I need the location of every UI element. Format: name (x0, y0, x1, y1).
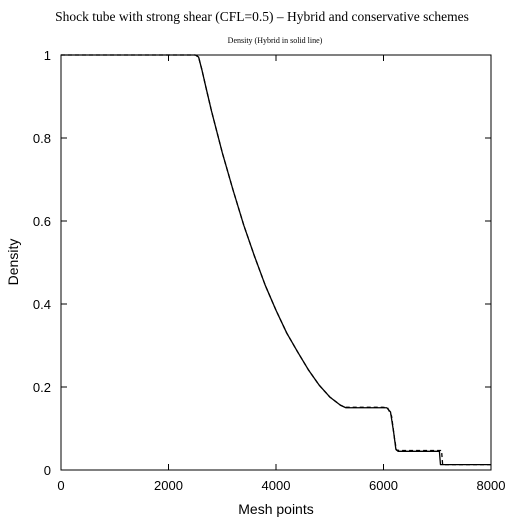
y-axis: 0 0.2 0.4 0.6 0.8 1 (33, 48, 491, 478)
y-tick-label: 0.4 (33, 297, 51, 312)
series-line-dashed (61, 54, 491, 466)
x-tick-label: 2000 (154, 478, 183, 493)
plot-frame (60, 54, 492, 471)
y-axis-label: Density (5, 239, 21, 286)
y-tick-label: 1 (44, 48, 51, 63)
y-tick-label: 0.2 (33, 380, 51, 395)
x-tick-label: 0 (57, 478, 64, 493)
series-line-solid (61, 54, 491, 466)
y-tick-label: 0.6 (33, 214, 51, 229)
x-tick-label: 8000 (477, 478, 506, 493)
y-tick-label: 0.8 (33, 131, 51, 146)
y-tick-label: 0 (44, 463, 51, 478)
x-axis-label: Mesh points (238, 501, 313, 517)
x-axis: 0 2000 4000 6000 8000 (57, 55, 505, 493)
x-tick-label: 6000 (369, 478, 398, 493)
chart-subtitle: Density (Hybrid in solid line) (228, 36, 323, 45)
x-tick-label: 4000 (262, 478, 291, 493)
plot-area (61, 54, 491, 466)
chart-title: Shock tube with strong shear (CFL=0.5) –… (55, 9, 469, 24)
